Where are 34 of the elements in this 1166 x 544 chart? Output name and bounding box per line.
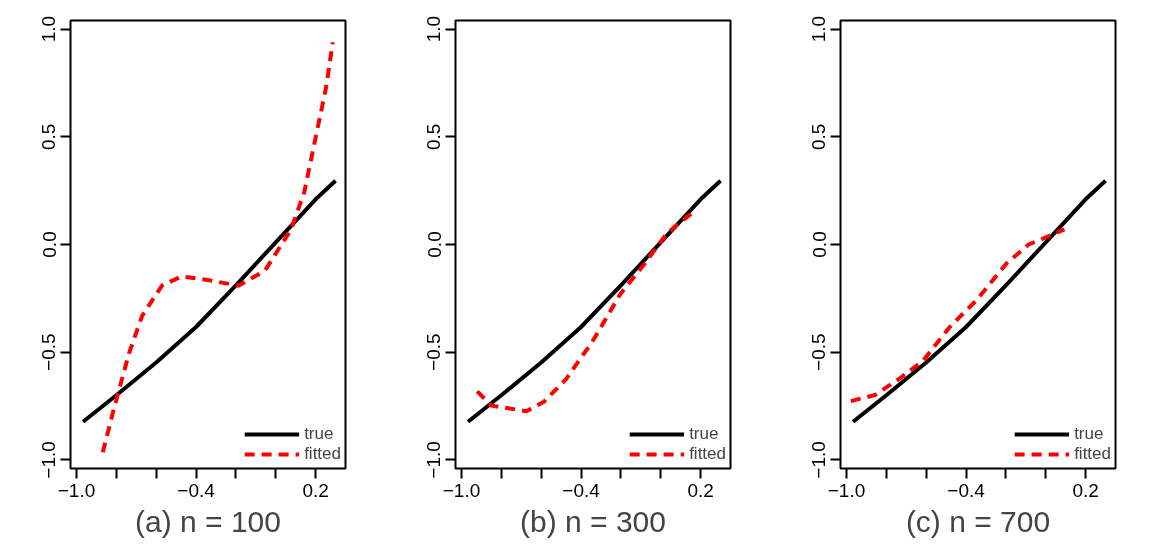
y-tick-label: 1.0 xyxy=(423,15,445,43)
x-tick-label: 0.2 xyxy=(302,479,329,501)
legend-label: fitted xyxy=(1074,444,1111,464)
y-tick-label: 0.5 xyxy=(808,123,830,151)
y-tick-label: −0.5 xyxy=(808,333,830,371)
x-tick-label: −1.0 xyxy=(827,479,866,501)
y-tick-label: 1.0 xyxy=(38,15,60,43)
y-tick-label: 0.0 xyxy=(38,231,60,258)
x-axis-title: (c) n = 700 xyxy=(905,504,1051,538)
x-axis-title: (b) n = 300 xyxy=(520,504,666,538)
y-tick-label: 0.5 xyxy=(38,123,60,151)
y-tick-label: 0.5 xyxy=(423,123,445,151)
x-tick-label: −0.4 xyxy=(177,479,216,501)
y-tick-label: 0.0 xyxy=(423,231,445,258)
legend-label: true xyxy=(304,424,334,444)
x-tick-label: −0.4 xyxy=(947,479,986,501)
x-tick-label: 0.2 xyxy=(1072,479,1099,501)
x-tick-label: −1.0 xyxy=(442,479,481,501)
legend-label: true xyxy=(689,424,719,444)
line-series xyxy=(475,211,694,414)
y-tick-label: −0.5 xyxy=(423,333,445,371)
line-series xyxy=(848,227,1067,404)
legend-label: fitted xyxy=(689,444,726,464)
line-series xyxy=(81,178,338,424)
legend-label: true xyxy=(1074,424,1104,444)
y-tick-label: −0.5 xyxy=(38,333,60,371)
y-tick-label: 1.0 xyxy=(808,15,830,43)
x-tick-label: −0.4 xyxy=(562,479,601,501)
y-tick-label: 0.0 xyxy=(808,231,830,258)
x-axis-title: (a) n = 100 xyxy=(135,504,281,538)
x-tick-label: −1.0 xyxy=(57,479,96,501)
legend-label: fitted xyxy=(304,444,341,464)
x-tick-label: 0.2 xyxy=(687,479,714,501)
line-series xyxy=(851,178,1108,424)
